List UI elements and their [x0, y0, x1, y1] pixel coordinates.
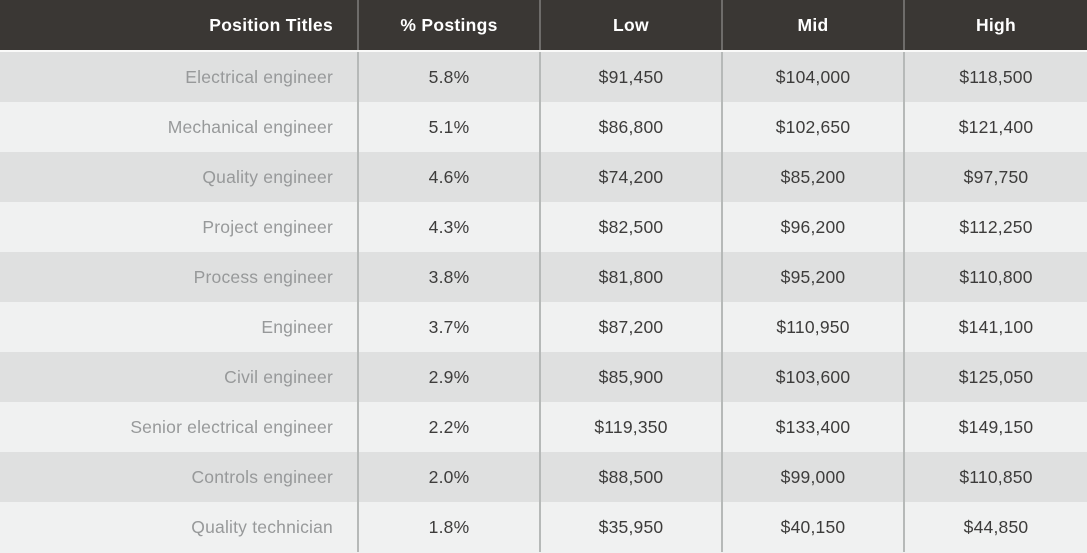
position-title-cell: Controls engineer	[0, 452, 358, 502]
column-header-percent-postings: % Postings	[357, 0, 540, 52]
table-row: Mechanical engineer 5.1% $86,800 $102,65…	[0, 102, 1087, 152]
high-salary-cell: $141,100	[903, 302, 1087, 352]
header-row: Position Titles % Postings Low Mid High	[0, 0, 1087, 52]
low-salary-cell: $91,450	[539, 51, 722, 102]
column-header-low: Low	[539, 0, 722, 52]
table-row: Quality technician 1.8% $35,950 $40,150 …	[0, 502, 1087, 552]
low-salary-cell: $86,800	[539, 102, 722, 152]
column-header-high: High	[903, 0, 1087, 52]
table-row: Engineer 3.7% $87,200 $110,950 $141,100	[0, 302, 1087, 352]
percent-postings-cell: 5.1%	[357, 102, 540, 152]
low-salary-cell: $35,950	[539, 502, 722, 552]
position-title-cell: Process engineer	[0, 252, 358, 302]
percent-postings-cell: 3.8%	[357, 252, 540, 302]
table-row: Project engineer 4.3% $82,500 $96,200 $1…	[0, 202, 1087, 252]
table-row: Senior electrical engineer 2.2% $119,350…	[0, 402, 1087, 452]
mid-salary-cell: $96,200	[721, 202, 904, 252]
table-row: Controls engineer 2.0% $88,500 $99,000 $…	[0, 452, 1087, 502]
mid-salary-cell: $99,000	[721, 452, 904, 502]
percent-postings-cell: 4.3%	[357, 202, 540, 252]
column-header-mid: Mid	[721, 0, 904, 52]
high-salary-cell: $44,850	[903, 502, 1087, 552]
low-salary-cell: $81,800	[539, 252, 722, 302]
percent-postings-cell: 2.0%	[357, 452, 540, 502]
high-salary-cell: $118,500	[903, 51, 1087, 102]
mid-salary-cell: $95,200	[721, 252, 904, 302]
position-title-cell: Mechanical engineer	[0, 102, 358, 152]
table-row: Quality engineer 4.6% $74,200 $85,200 $9…	[0, 152, 1087, 202]
mid-salary-cell: $40,150	[721, 502, 904, 552]
table-row: Civil engineer 2.9% $85,900 $103,600 $12…	[0, 352, 1087, 402]
percent-postings-cell: 2.2%	[357, 402, 540, 452]
high-salary-cell: $110,800	[903, 252, 1087, 302]
high-salary-cell: $149,150	[903, 402, 1087, 452]
low-salary-cell: $82,500	[539, 202, 722, 252]
mid-salary-cell: $133,400	[721, 402, 904, 452]
mid-salary-cell: $102,650	[721, 102, 904, 152]
position-title-cell: Electrical engineer	[0, 51, 358, 102]
percent-postings-cell: 5.8%	[357, 51, 540, 102]
table-row: Electrical engineer 5.8% $91,450 $104,00…	[0, 51, 1087, 102]
high-salary-cell: $125,050	[903, 352, 1087, 402]
high-salary-cell: $110,850	[903, 452, 1087, 502]
position-title-cell: Quality technician	[0, 502, 358, 552]
high-salary-cell: $112,250	[903, 202, 1087, 252]
low-salary-cell: $74,200	[539, 152, 722, 202]
percent-postings-cell: 3.7%	[357, 302, 540, 352]
table-body: Electrical engineer 5.8% $91,450 $104,00…	[0, 51, 1087, 552]
mid-salary-cell: $104,000	[721, 51, 904, 102]
position-title-cell: Quality engineer	[0, 152, 358, 202]
low-salary-cell: $119,350	[539, 402, 722, 452]
position-title-cell: Engineer	[0, 302, 358, 352]
high-salary-cell: $121,400	[903, 102, 1087, 152]
position-title-cell: Project engineer	[0, 202, 358, 252]
mid-salary-cell: $103,600	[721, 352, 904, 402]
percent-postings-cell: 2.9%	[357, 352, 540, 402]
low-salary-cell: $85,900	[539, 352, 722, 402]
position-title-cell: Civil engineer	[0, 352, 358, 402]
low-salary-cell: $87,200	[539, 302, 722, 352]
mid-salary-cell: $85,200	[721, 152, 904, 202]
column-header-position-titles: Position Titles	[0, 0, 358, 52]
position-title-cell: Senior electrical engineer	[0, 402, 358, 452]
table-header: Position Titles % Postings Low Mid High	[0, 0, 1087, 52]
percent-postings-cell: 4.6%	[357, 152, 540, 202]
high-salary-cell: $97,750	[903, 152, 1087, 202]
percent-postings-cell: 1.8%	[357, 502, 540, 552]
mid-salary-cell: $110,950	[721, 302, 904, 352]
table-row: Process engineer 3.8% $81,800 $95,200 $1…	[0, 252, 1087, 302]
low-salary-cell: $88,500	[539, 452, 722, 502]
